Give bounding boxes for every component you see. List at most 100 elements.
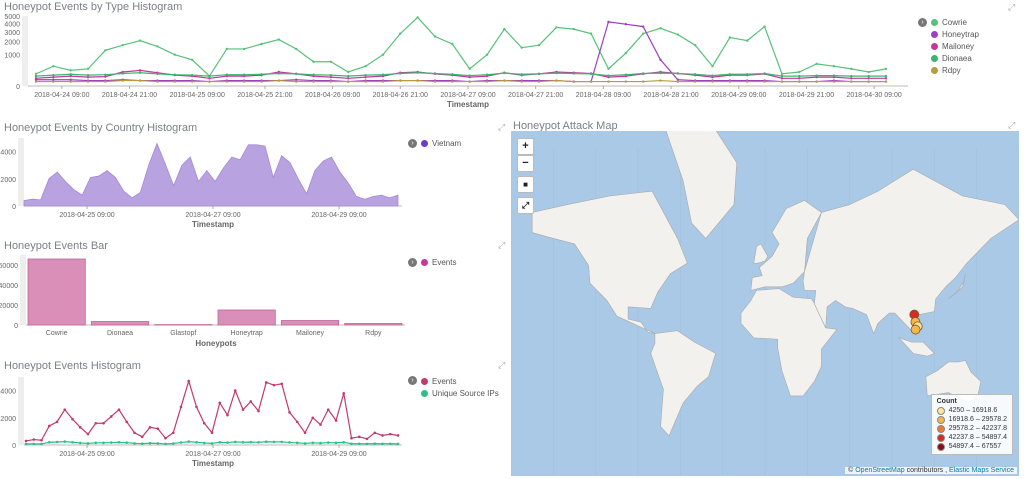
expand-icon[interactable]: ⤢	[1008, 2, 1016, 12]
chevron-right-icon[interactable]: ›	[408, 376, 417, 385]
data-point	[659, 58, 662, 62]
x-tick-label: 2018-04-24 09:00	[34, 92, 89, 99]
ems-link[interactable]: Elastic Maps Service	[949, 467, 1014, 474]
data-point	[69, 74, 72, 78]
data-point	[711, 65, 714, 68]
events-bar-chart: 60000 40000 20000 0 Honeypots Cowrie Dionaea Gl…	[0, 255, 405, 348]
data-point	[342, 392, 346, 395]
data-point	[242, 47, 246, 51]
data-point	[763, 25, 766, 28]
data-point	[104, 49, 107, 52]
data-point	[121, 43, 124, 47]
chevron-right-icon[interactable]: ›	[918, 17, 927, 27]
data-point	[125, 420, 129, 424]
legend-item[interactable]: Rdpy	[931, 64, 979, 76]
data-point	[485, 73, 489, 76]
data-point	[388, 432, 392, 436]
zoom-in-button[interactable]: +	[517, 138, 534, 155]
data-point	[34, 72, 38, 76]
expand-icon[interactable]: ⤢	[498, 360, 506, 370]
data-point	[746, 73, 749, 76]
data-point	[329, 60, 333, 63]
data-point	[884, 67, 888, 71]
data-point	[312, 73, 315, 76]
data-point	[607, 20, 610, 24]
data-point	[373, 431, 377, 435]
data-point	[233, 389, 237, 392]
legend-dot-icon	[931, 66, 938, 74]
data-point	[63, 408, 67, 411]
zoom-out-button[interactable]: −	[517, 155, 534, 172]
data-point	[884, 80, 888, 83]
data-point	[117, 440, 121, 444]
world-map[interactable]	[511, 131, 1019, 476]
data-point	[607, 74, 610, 77]
legend-item[interactable]: Events	[421, 256, 456, 268]
legend-item[interactable]: Mailoney	[931, 40, 979, 52]
data-point	[117, 408, 121, 411]
expand-icon[interactable]: ⤢	[1008, 120, 1016, 130]
data-point	[312, 60, 315, 63]
y-tick-label: 0	[12, 204, 16, 211]
legend-toggle[interactable]: ›	[918, 16, 927, 28]
type-legend-list: Cowrie Honeytrap Mailoney Dionaea Rdpy	[931, 16, 979, 76]
legend-label: Mailoney	[942, 41, 975, 51]
data-point	[357, 435, 361, 439]
data-point	[399, 79, 402, 82]
data-point	[288, 411, 291, 414]
data-point	[34, 74, 38, 78]
data-point	[350, 436, 353, 440]
data-point	[867, 80, 870, 83]
events-histogram-chart: 4000 2000 0 2018-04-25 09:00 2018-04-27 09:0…	[0, 377, 402, 468]
legend-item[interactable]: Dionaea	[931, 52, 979, 64]
expand-icon[interactable]: ⤢	[498, 240, 506, 250]
legend-item[interactable]: Honeytrap	[931, 28, 979, 40]
data-point	[485, 53, 489, 56]
data-point	[86, 75, 90, 79]
data-point	[156, 427, 160, 430]
data-point	[202, 421, 206, 425]
y-axis-band	[18, 377, 24, 445]
data-point	[763, 80, 766, 83]
data-point	[202, 441, 206, 445]
data-point	[241, 440, 245, 444]
data-point	[52, 73, 55, 77]
data-point	[295, 47, 298, 51]
legend-item[interactable]: Unique Source IPs	[421, 387, 499, 399]
data-point	[850, 67, 853, 71]
data-point	[364, 73, 367, 77]
data-point	[173, 53, 176, 56]
map-legend-item: 16918.6 – 29578.2	[936, 415, 1007, 424]
data-point	[399, 72, 402, 75]
data-point	[365, 437, 369, 441]
data-point	[52, 78, 55, 81]
x-axis-label: Timestamp	[447, 100, 489, 109]
chevron-right-icon[interactable]: ›	[408, 138, 417, 148]
draw-rectangle-button[interactable]: ■	[517, 176, 534, 193]
data-point	[24, 439, 28, 443]
chevron-right-icon[interactable]: ›	[408, 257, 417, 267]
legend-item[interactable]: Cowrie	[931, 16, 979, 28]
data-point	[71, 417, 74, 421]
fit-bounds-button[interactable]: ⤢	[517, 197, 534, 214]
area-series	[23, 142, 399, 207]
data-point	[329, 75, 333, 79]
osm-link[interactable]: OpenStreetMap	[855, 467, 905, 474]
legend-item[interactable]: Vietnam	[421, 137, 461, 149]
legend-dot-icon	[421, 389, 428, 397]
y-tick-label: 1000	[4, 53, 20, 60]
data-point	[190, 80, 194, 83]
legend-item[interactable]: Events	[421, 375, 499, 387]
contributors-text: contributors ,	[906, 467, 948, 474]
legend-swatch-icon	[936, 415, 945, 424]
data-point	[260, 42, 263, 46]
x-tick-label: 2018-04-26 21:00	[373, 92, 428, 99]
data-point	[55, 440, 59, 444]
data-point	[329, 73, 333, 77]
expand-icon[interactable]: ⤢	[498, 122, 506, 132]
series-line	[35, 72, 886, 77]
map-legend-label: 29578.2 – 42237.8	[948, 425, 1007, 432]
data-point	[156, 442, 160, 445]
attack-map[interactable]: + − ■ ⤢ Count 4250 – 16918.6 16918.6 – 29…	[511, 131, 1019, 476]
x-tick-label: 2018-04-29 09:00	[311, 212, 366, 219]
